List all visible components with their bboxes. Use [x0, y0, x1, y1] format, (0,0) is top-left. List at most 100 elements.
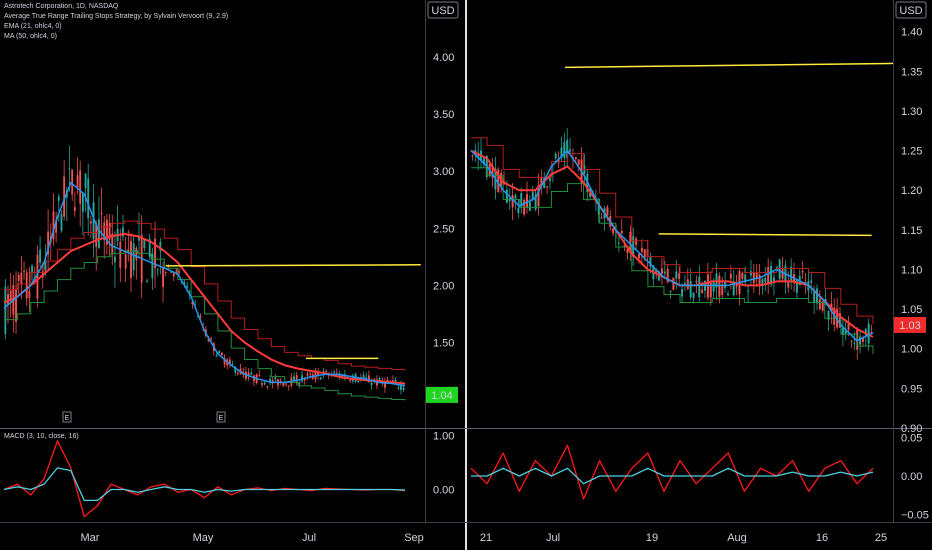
rp-y-tick: 1.15 [901, 225, 922, 237]
candle-body [303, 378, 306, 381]
right-currency-label: USD [899, 5, 922, 17]
candle-body [497, 169, 500, 193]
candle-body [721, 284, 724, 295]
right-x-tick: 16 [816, 532, 828, 544]
candle-body [159, 242, 162, 251]
candle-body [534, 195, 537, 210]
candle-body [718, 275, 721, 297]
candle-body [76, 175, 79, 189]
candle-body [397, 387, 400, 389]
candle-body [130, 240, 132, 279]
lm-y-tick: 0.00 [433, 485, 454, 497]
rm-macd-line [470, 444, 874, 500]
rm-signal-line [471, 467, 874, 485]
candle-body [394, 379, 397, 382]
rp-y-tick: 1.40 [901, 27, 922, 39]
candle-body [767, 267, 770, 284]
candle-body [172, 273, 175, 277]
candle-body [701, 289, 704, 293]
candle-body [194, 304, 197, 306]
indicator-ma-label[interactable]: MA (50, ohlc4, 0) [4, 33, 57, 40]
candle-body [623, 244, 626, 247]
candle-body [844, 329, 847, 335]
candle-body [95, 223, 98, 247]
candle-body [357, 381, 360, 383]
candle-body [764, 278, 767, 282]
candle-body [520, 193, 523, 207]
candle-body [801, 271, 804, 273]
candle-body [514, 195, 517, 199]
candle-body [606, 206, 609, 216]
left-x-tick: Sep [404, 532, 424, 544]
candle-body [378, 377, 381, 382]
candle-body [306, 373, 309, 376]
candle-body [392, 380, 394, 383]
candle-body [228, 359, 231, 364]
candle-body [574, 156, 577, 160]
rp-resistance-line-2 [658, 233, 872, 237]
candle-body [692, 292, 695, 298]
candle-body [681, 288, 684, 297]
candle-body [402, 387, 405, 391]
rp-y-tick: 1.25 [901, 146, 922, 158]
left-x-tick: May [193, 532, 214, 544]
candle-body [55, 220, 58, 233]
rp-ema-line [470, 149, 874, 342]
rp-trailing-stop-upper [471, 137, 874, 325]
earnings-marker-label: E [65, 415, 70, 422]
candle-body [122, 227, 124, 237]
candle-body [215, 355, 218, 357]
candle-body [124, 254, 127, 269]
candle-body [349, 380, 352, 382]
candle-body [712, 282, 715, 292]
candle-body [755, 272, 758, 278]
candle-body [100, 212, 103, 214]
lp-y-tick: 3.00 [433, 166, 454, 178]
rp-y-tick: 0.95 [901, 383, 922, 395]
candle-body [111, 233, 114, 255]
candle-body [781, 269, 784, 279]
macd-label[interactable]: MACD (3, 10, close, 16) [4, 433, 79, 440]
candle-body [175, 270, 178, 272]
candle-body [626, 248, 629, 254]
candle-body [317, 372, 320, 376]
rp-y-tick: 1.35 [901, 66, 922, 78]
earnings-marker [62, 411, 72, 423]
candle-body [162, 267, 164, 287]
right-x-tick: 21 [480, 532, 492, 544]
candle-body [658, 271, 661, 281]
lm-macd-line [3, 440, 406, 518]
candle-body [89, 221, 92, 224]
rp-ma-line [470, 149, 874, 338]
candle-body [698, 276, 701, 298]
candle-body [207, 338, 210, 342]
candle-body [309, 373, 312, 375]
candle-body [643, 249, 646, 258]
candle-body [669, 290, 672, 292]
candle-body [97, 219, 100, 249]
candle-body [73, 207, 76, 211]
candle-body [9, 290, 12, 302]
candle-body [68, 168, 71, 170]
candle-body [560, 147, 563, 157]
candle-body [210, 338, 213, 340]
candle-body [386, 379, 389, 382]
candle-body [569, 149, 572, 152]
lp-last-price-label: 1.04 [431, 390, 452, 402]
candle-body [325, 370, 328, 372]
candle-body [178, 271, 181, 273]
candle-body [563, 142, 566, 159]
candle-body [4, 286, 7, 334]
candle-body [151, 253, 154, 279]
indicator-ema-label[interactable]: EMA (21, ohlc4, 0) [4, 23, 62, 30]
candle-body [52, 211, 55, 240]
candle-body [726, 293, 729, 296]
candle-body [231, 363, 234, 365]
indicator-atr-label[interactable]: Average True Range Trailing Stops Strate… [4, 13, 229, 20]
candle-body [7, 294, 9, 305]
candle-body [81, 192, 84, 212]
candle-body [537, 185, 540, 207]
rp-y-tick: 1.00 [901, 344, 922, 356]
candle-body [183, 282, 186, 285]
